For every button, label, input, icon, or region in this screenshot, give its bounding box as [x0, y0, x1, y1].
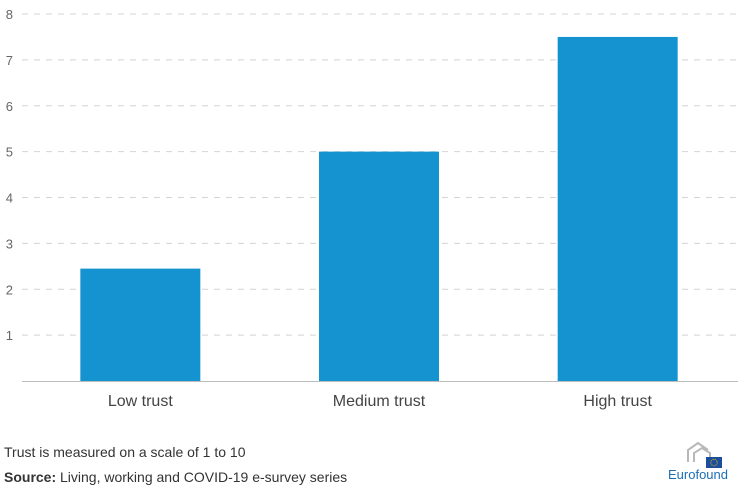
x-tick-label: Low trust: [108, 393, 173, 410]
eurofound-logo: Eurofound: [664, 440, 732, 486]
y-tick-label: 5: [6, 145, 13, 160]
bar-high-trust: [557, 36, 678, 381]
x-axis-labels: Low trust Medium trust High trust: [108, 393, 653, 410]
logo-wordmark: Eurofound: [668, 467, 728, 482]
x-tick-label: High trust: [583, 393, 652, 410]
source-label: Source:: [4, 469, 57, 485]
bar-chart: 1 2 3 4 5 6 7 8 Low trust Medium trust High trust: [6, 7, 738, 410]
x-tick-label: Medium trust: [333, 393, 426, 410]
bar-low-trust: [80, 268, 201, 381]
y-tick-label: 4: [6, 191, 13, 206]
scale-note: Trust is measured on a scale of 1 to 10: [4, 444, 246, 460]
y-tick-label: 8: [6, 7, 13, 22]
bars: [80, 36, 678, 381]
y-tick-label: 3: [6, 236, 13, 251]
y-axis-ticks: 1 2 3 4 5 6 7 8: [6, 7, 13, 343]
bar-medium-trust: [319, 151, 439, 381]
y-tick-label: 6: [6, 99, 13, 114]
y-tick-label: 7: [6, 53, 13, 68]
logo-mark-icon: [687, 441, 722, 468]
y-tick-label: 1: [6, 328, 13, 343]
source-line: Source: Living, working and COVID-19 e-s…: [4, 469, 347, 485]
y-tick-label: 2: [6, 282, 13, 297]
source-text: Living, working and COVID-19 e-survey se…: [56, 469, 348, 485]
